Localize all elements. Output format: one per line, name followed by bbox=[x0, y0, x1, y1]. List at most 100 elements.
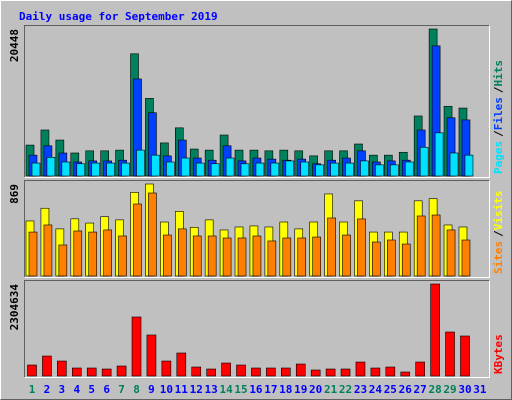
bar bbox=[236, 364, 246, 377]
bar bbox=[400, 371, 411, 377]
x-tick-label: 1 bbox=[29, 383, 36, 396]
bar bbox=[285, 160, 295, 177]
x-tick-label: 15 bbox=[234, 383, 247, 396]
x-tick-label: 7 bbox=[118, 383, 125, 396]
bar bbox=[445, 331, 455, 377]
x-tick-label: 6 bbox=[103, 383, 110, 396]
bar bbox=[431, 214, 441, 277]
x-tick-label: 17 bbox=[264, 383, 277, 396]
bar bbox=[401, 243, 411, 277]
bar bbox=[390, 164, 399, 177]
x-tick-label: 9 bbox=[148, 383, 155, 396]
x-tick-label: 21 bbox=[324, 383, 338, 396]
bar bbox=[281, 367, 291, 377]
bar bbox=[31, 162, 41, 177]
bar bbox=[71, 367, 82, 377]
legend-entry: KBytes bbox=[492, 334, 505, 374]
bar bbox=[297, 237, 307, 277]
bar bbox=[430, 283, 440, 377]
bar bbox=[192, 235, 202, 277]
bar bbox=[300, 161, 310, 177]
panel-shadow bbox=[24, 280, 490, 378]
x-tick-label: 29 bbox=[443, 383, 456, 396]
bar bbox=[315, 164, 324, 177]
legend-entry: Sites bbox=[492, 241, 505, 274]
bar bbox=[151, 154, 160, 177]
bar bbox=[252, 235, 262, 277]
bar bbox=[460, 335, 470, 377]
bar bbox=[178, 228, 187, 277]
x-tick-label: 12 bbox=[190, 383, 203, 396]
x-tick-label: 25 bbox=[384, 383, 397, 396]
y-tick-label: 2304634 bbox=[8, 284, 21, 331]
bar bbox=[240, 163, 250, 177]
bar bbox=[312, 236, 321, 277]
x-tick-label: 19 bbox=[294, 383, 307, 396]
legend-separator: / bbox=[492, 86, 505, 93]
bar bbox=[375, 164, 384, 177]
bar bbox=[449, 152, 459, 177]
bar bbox=[210, 163, 220, 177]
bar bbox=[73, 230, 83, 277]
bar bbox=[360, 160, 369, 177]
x-tick-label: 30 bbox=[458, 383, 471, 396]
bar bbox=[340, 368, 351, 377]
bar bbox=[181, 157, 190, 177]
bar bbox=[27, 364, 37, 377]
legend: Sites /Visits bbox=[492, 191, 505, 275]
legend-entry: Visits bbox=[492, 191, 505, 231]
bar bbox=[225, 157, 235, 177]
bar bbox=[46, 157, 56, 177]
bar bbox=[207, 235, 217, 277]
bar bbox=[91, 162, 101, 177]
panel-highlight bbox=[24, 180, 490, 278]
bar bbox=[355, 361, 366, 377]
chart-title: Daily usage for September 2019 bbox=[19, 10, 218, 23]
panel-highlight bbox=[24, 25, 490, 178]
x-tick-label: 10 bbox=[160, 383, 173, 396]
x-tick-label: 3 bbox=[59, 383, 66, 396]
bar bbox=[148, 192, 157, 277]
bar bbox=[464, 154, 474, 177]
x-tick-label: 8 bbox=[133, 383, 140, 396]
bar bbox=[251, 367, 261, 377]
bar bbox=[161, 360, 172, 377]
bar bbox=[342, 234, 351, 277]
bar bbox=[357, 218, 366, 277]
bar bbox=[57, 360, 67, 377]
bar bbox=[325, 368, 336, 377]
bar bbox=[330, 162, 339, 177]
legend: KBytes bbox=[492, 334, 505, 374]
bar bbox=[372, 241, 381, 277]
bar bbox=[446, 229, 456, 277]
bar bbox=[43, 224, 53, 277]
x-tick-label: 24 bbox=[369, 383, 383, 396]
x-tick-label: 31 bbox=[473, 383, 487, 396]
bar bbox=[415, 361, 425, 377]
bar bbox=[42, 355, 52, 377]
bar bbox=[101, 368, 112, 377]
bar bbox=[327, 217, 336, 277]
bar bbox=[121, 162, 130, 177]
y-tick-label: 869 bbox=[8, 184, 21, 204]
bar bbox=[237, 237, 247, 277]
legend: Pages/Files/Hits bbox=[492, 60, 505, 174]
bar bbox=[295, 363, 306, 377]
bar bbox=[88, 231, 98, 277]
bar bbox=[206, 368, 216, 377]
bar bbox=[387, 239, 396, 277]
panel-shadow bbox=[24, 25, 490, 178]
panel-highlight bbox=[24, 280, 490, 378]
x-tick-label: 2 bbox=[44, 383, 51, 396]
x-tick-label: 23 bbox=[354, 383, 367, 396]
bar bbox=[133, 203, 142, 277]
bar bbox=[191, 366, 202, 377]
bar bbox=[136, 149, 145, 177]
bar bbox=[270, 162, 280, 177]
bar bbox=[310, 369, 321, 377]
x-tick-label: 5 bbox=[88, 383, 95, 396]
bar bbox=[176, 352, 187, 377]
bar bbox=[86, 367, 97, 377]
legend-entry: Hits bbox=[492, 60, 505, 87]
